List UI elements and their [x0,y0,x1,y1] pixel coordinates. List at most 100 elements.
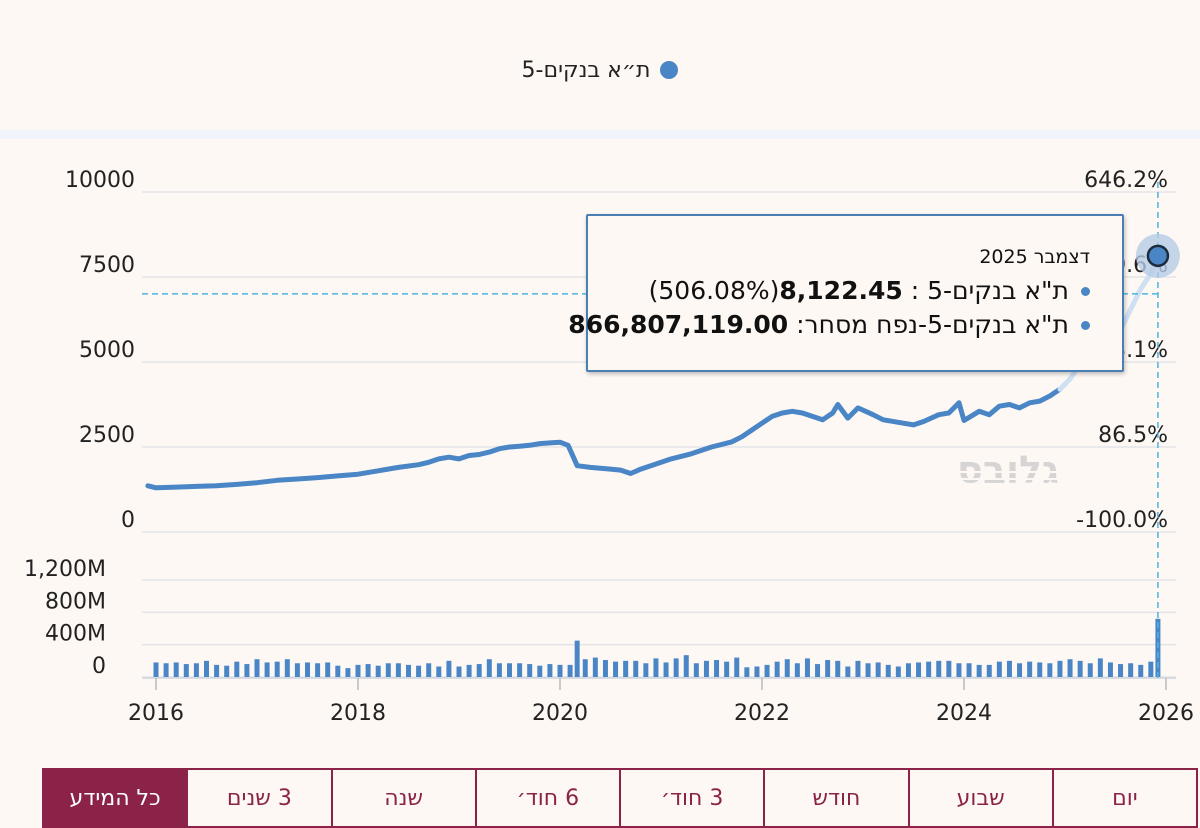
volume-bar [693,663,699,677]
volume-bar [395,663,401,677]
tab-range-2[interactable]: חודש [763,768,910,828]
volume-bar [294,663,300,677]
volume-bar [274,661,280,677]
volume-bar [835,660,841,677]
watermark-text: גלובס [957,448,1059,492]
tab-range-7[interactable]: כל המידע [42,768,189,828]
volume-bar [1017,663,1023,677]
volume-bar [825,660,831,677]
volume-bar [547,664,553,677]
volume-bar [1077,660,1083,677]
volume-bar [375,665,381,677]
tooltip-bullet [1081,287,1090,296]
volume-bar [754,666,760,677]
volume-bar [794,663,800,677]
globes-watermark: גלובס [932,448,1084,492]
volume-bar [926,661,932,677]
tab-range-5[interactable]: שנה [330,768,477,828]
volume-bar [305,662,310,677]
volume-bar [683,655,689,677]
volume-bar [895,666,901,677]
volume-bar [284,659,290,677]
volume-bar [496,663,502,677]
volume-tick-label: 800M [45,589,106,614]
volume-bar [416,665,422,677]
volume-bar [264,662,270,677]
volume-bar [996,661,1002,677]
date-axis: 2016 2018 2020 2022 2024 2026 [128,678,1194,726]
tab-range-3[interactable]: 3 חוד׳ [619,768,766,828]
y2-tick-label: 86.5% [1098,423,1168,448]
volume-bar [1097,658,1103,677]
volume-bar [714,660,720,677]
volume-bar [1087,663,1093,677]
volume-bar [845,666,851,677]
volume-bar [966,663,972,677]
volume-bar [946,660,952,677]
tab-range-6[interactable]: 3 שנים [186,768,333,828]
volume-bar [582,659,588,677]
price-line [145,386,1063,491]
tooltip-price-value: 8,122.45 [779,276,903,305]
chart-legend[interactable]: ת״א בנקים-5 [0,58,1200,83]
volume-bar [643,663,649,677]
volume-bar [865,663,871,677]
volume-bar [476,664,482,677]
hover-marker [1146,244,1170,268]
volume-bar [1138,664,1144,677]
tooltip-price-label: ת"א בנקים-5 : [902,276,1069,305]
y-tick-label: 10000 [65,168,135,193]
volume-bar [574,640,580,677]
volume-bar [345,668,351,677]
volume-bar [244,664,250,677]
tab-range-4[interactable]: 6 חוד׳ [474,768,621,828]
volume-bar [1027,661,1033,677]
volume-bar [456,666,462,677]
y2-tick-label: -100.0% [1076,508,1168,533]
volume-bar [804,658,810,677]
volume-bar [365,664,371,677]
volume-bar [1047,663,1053,677]
volume-bar [335,665,341,677]
y-tick-label: 2500 [79,423,135,448]
volume-bar [936,660,942,677]
volume-bar [426,663,432,677]
volume-bar [663,662,669,677]
volume-tick-label: 0 [92,654,106,679]
divider-band [0,130,1200,139]
tooltip-row-volume: ת"א בנקים-5-נפח מסחר: 866,807,119.00 [568,308,1090,342]
x-tick-label: 2020 [532,701,588,726]
legend-label: ת״א בנקים-5 [521,58,651,83]
tooltip-date: דצמבר 2025 [979,246,1090,268]
volume-bar [724,661,730,677]
volume-bar [1006,660,1012,677]
volume-bar [254,659,260,677]
volume-bar [653,658,659,677]
volume-bar [486,659,492,677]
tooltip-row-price: ת"א בנקים-5 : 8,122.45(506.08%) [604,274,1090,308]
volume-bar [673,658,679,677]
volume-bar [703,660,709,677]
volume-bar [885,664,891,677]
x-tick-label: 2018 [330,701,386,726]
x-tick-label: 2026 [1138,701,1194,726]
volume-bar [325,662,331,677]
y-tick-label: 7500 [79,253,135,278]
tab-range-1[interactable]: שבוע [907,768,1054,828]
volume-bar [446,660,452,677]
volume-bar [507,663,512,677]
data-tooltip: דצמבר 2025 ת"א בנקים-5 : 8,122.45(506.08… [568,214,1124,372]
volume-bar [537,665,543,677]
volume-bar [916,662,922,677]
volume-bar [234,661,240,677]
volume-bar [1067,659,1073,677]
volume-bar [1148,661,1154,677]
y-tick-label: 0 [121,508,135,533]
volume-bar [153,662,159,677]
volume-bar [613,661,619,677]
volume-bar [1057,660,1063,677]
volume-bar [815,664,821,677]
volume-bar [557,664,563,677]
tab-range-0[interactable]: יום [1051,768,1198,828]
